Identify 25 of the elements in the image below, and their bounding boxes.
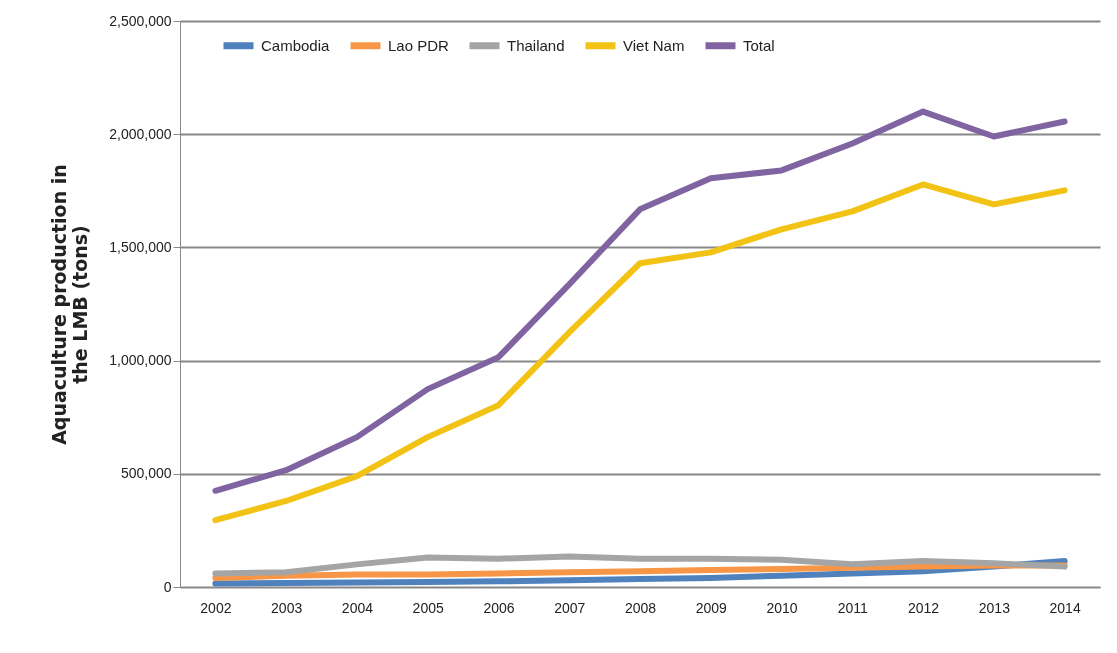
x-tick-label: 2011 (837, 599, 869, 616)
legend-label: Total (743, 36, 775, 54)
legend-label: Cambodia (261, 36, 331, 54)
legend-label: Thailand (507, 36, 565, 54)
x-tick-label: 2012 (908, 599, 940, 616)
y-tick-label: 2,500,000 (109, 12, 172, 29)
x-tick-label: 2013 (978, 599, 1011, 616)
x-tick-label: 2009 (695, 599, 728, 616)
x-tick-label: 2007 (554, 599, 586, 616)
y-tick-label: 0 (163, 578, 172, 595)
y-tick-label: 1,000,000 (109, 352, 172, 369)
x-tick-label: 2014 (1049, 599, 1081, 616)
x-tick-label: 2003 (271, 599, 303, 616)
y-axis-title: Aquaculture production in the LMB (tons) (48, 164, 92, 445)
y-tick-label: 500,000 (120, 465, 172, 482)
x-tick-label: 2005 (412, 599, 444, 616)
y-tick-label: 2,000,000 (109, 125, 172, 142)
legend-label: Viet Nam (623, 36, 685, 54)
legend-label: Lao PDR (388, 36, 450, 54)
x-tick-label: 2006 (483, 599, 515, 616)
x-tick-label: 2002 (200, 599, 232, 616)
x-tick-label: 2008 (624, 599, 657, 616)
y-tick-label: 1,500,000 (109, 238, 172, 255)
x-tick-label: 2004 (341, 599, 374, 616)
x-tick-label: 2010 (766, 599, 798, 616)
